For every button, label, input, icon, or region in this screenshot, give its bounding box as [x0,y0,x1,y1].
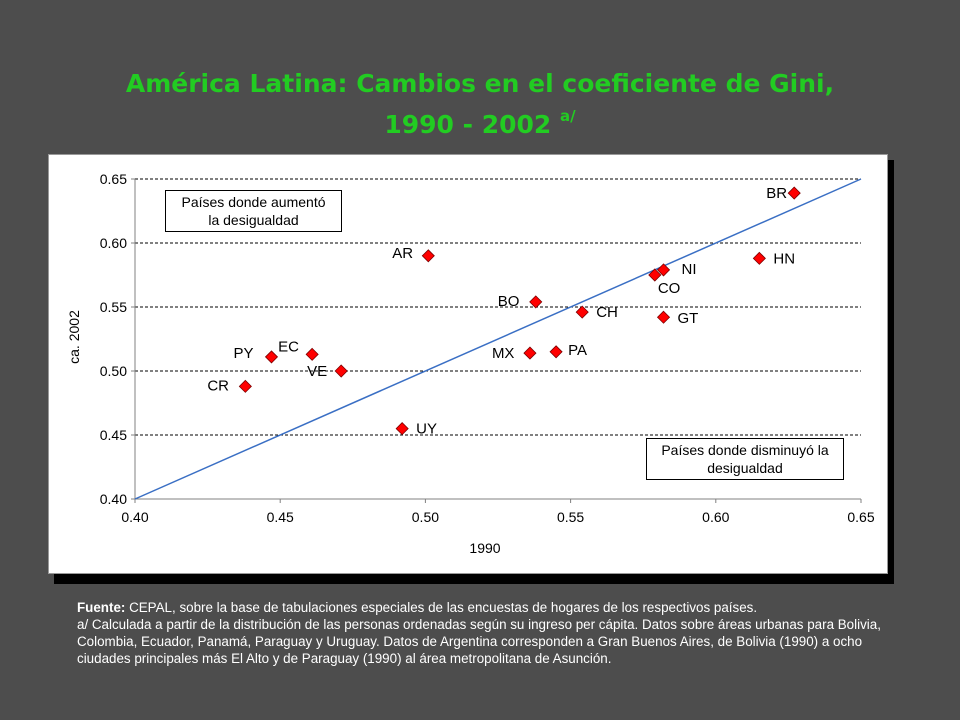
point-label-ec: EC [278,338,299,355]
x-axis-title: 1990 [469,540,500,556]
y-axis-title: ca. 2002 [66,310,82,364]
data-point-pa [549,345,563,359]
data-point-co [648,268,662,282]
data-point-mx [523,346,537,360]
point-label-bo: BO [498,293,520,310]
point-label-py: PY [233,345,253,362]
chart-panel: 0.40 0.45 0.50 0.55 0.60 0.65 0.40 0.45 0.50 0.55… [48,154,888,574]
point-label-ar: AR [392,245,413,262]
data-point-ec [305,347,319,361]
data-point-ch [575,305,589,319]
data-point-bo [529,295,543,309]
y-tick-label-4: 0.60 [100,235,127,251]
y-tick-label-1: 0.45 [100,427,127,443]
x-tick-label-0: 0.40 [121,509,148,525]
annotation-decrease-line-1: Países donde disminuyó la [661,442,829,458]
x-tick-label-5: 0.65 [847,509,874,525]
title-years: 1990 - 2002 [384,110,552,139]
annotation-decrease-line-2: desigualdad [707,460,783,476]
annotation-decrease: Países donde disminuyó la desigualdad [646,438,844,480]
title-line-1: América Latina: Cambios en el coeficient… [125,69,835,98]
data-point-br [787,186,801,200]
x-tick-label-3: 0.55 [557,509,584,525]
point-label-ni: NI [682,261,697,278]
x-tick-label-1: 0.45 [267,509,294,525]
data-point-uy [395,422,409,436]
data-point-ve [334,364,348,378]
chart-title: América Latina: Cambios en el coeficient… [40,68,920,141]
y-tick-label-3: 0.55 [100,299,127,315]
data-point-py [264,350,279,364]
methodology-note: a/ Calculada a partir de la distribución… [77,617,881,666]
source-label: Fuente: [77,600,126,615]
data-point-ar [421,249,435,263]
point-label-br: BR [766,185,787,202]
data-point-ni [656,263,671,277]
point-label-ve: VE [307,363,327,380]
point-label-ch: CH [596,304,618,321]
y-tick-label-5: 0.65 [100,171,127,187]
annotation-increase-line-2: la desigualdad [208,212,299,228]
equality-reference-line [134,178,862,500]
data-point-hn [752,251,766,265]
source-note: Fuente: CEPAL, sobre la base de tabulaci… [77,599,883,616]
point-label-uy: UY [416,421,437,438]
point-label-gt: GT [678,310,699,327]
x-tick-label-4: 0.60 [702,509,729,525]
point-label-co: CO [658,280,681,297]
annotation-increase: Países donde aumentó la desigualdad [165,190,342,232]
scatter-plot: 0.40 0.45 0.50 0.55 0.60 0.65 0.40 0.45 0.50 0.55… [66,171,875,556]
annotation-increase-line-1: Países donde aumentó [181,194,326,210]
data-point-gt [656,310,671,324]
y-tick-label-2: 0.50 [100,363,127,379]
point-label-hn: HN [773,250,795,267]
y-tick-label-0: 0.40 [100,491,127,507]
source-text: CEPAL, sobre la base de tabulaciones esp… [125,600,758,615]
footnote: Fuente: CEPAL, sobre la base de tabulaci… [77,599,883,667]
point-label-pa: PA [568,342,587,359]
point-label-mx: MX [492,345,514,362]
x-tick-label-2: 0.50 [412,509,439,525]
title-footnote-mark: a/ [560,107,576,125]
data-point-cr [238,379,252,393]
point-label-cr: CR [207,377,229,394]
title-line-2: 1990 - 2002 a/ [40,100,920,141]
